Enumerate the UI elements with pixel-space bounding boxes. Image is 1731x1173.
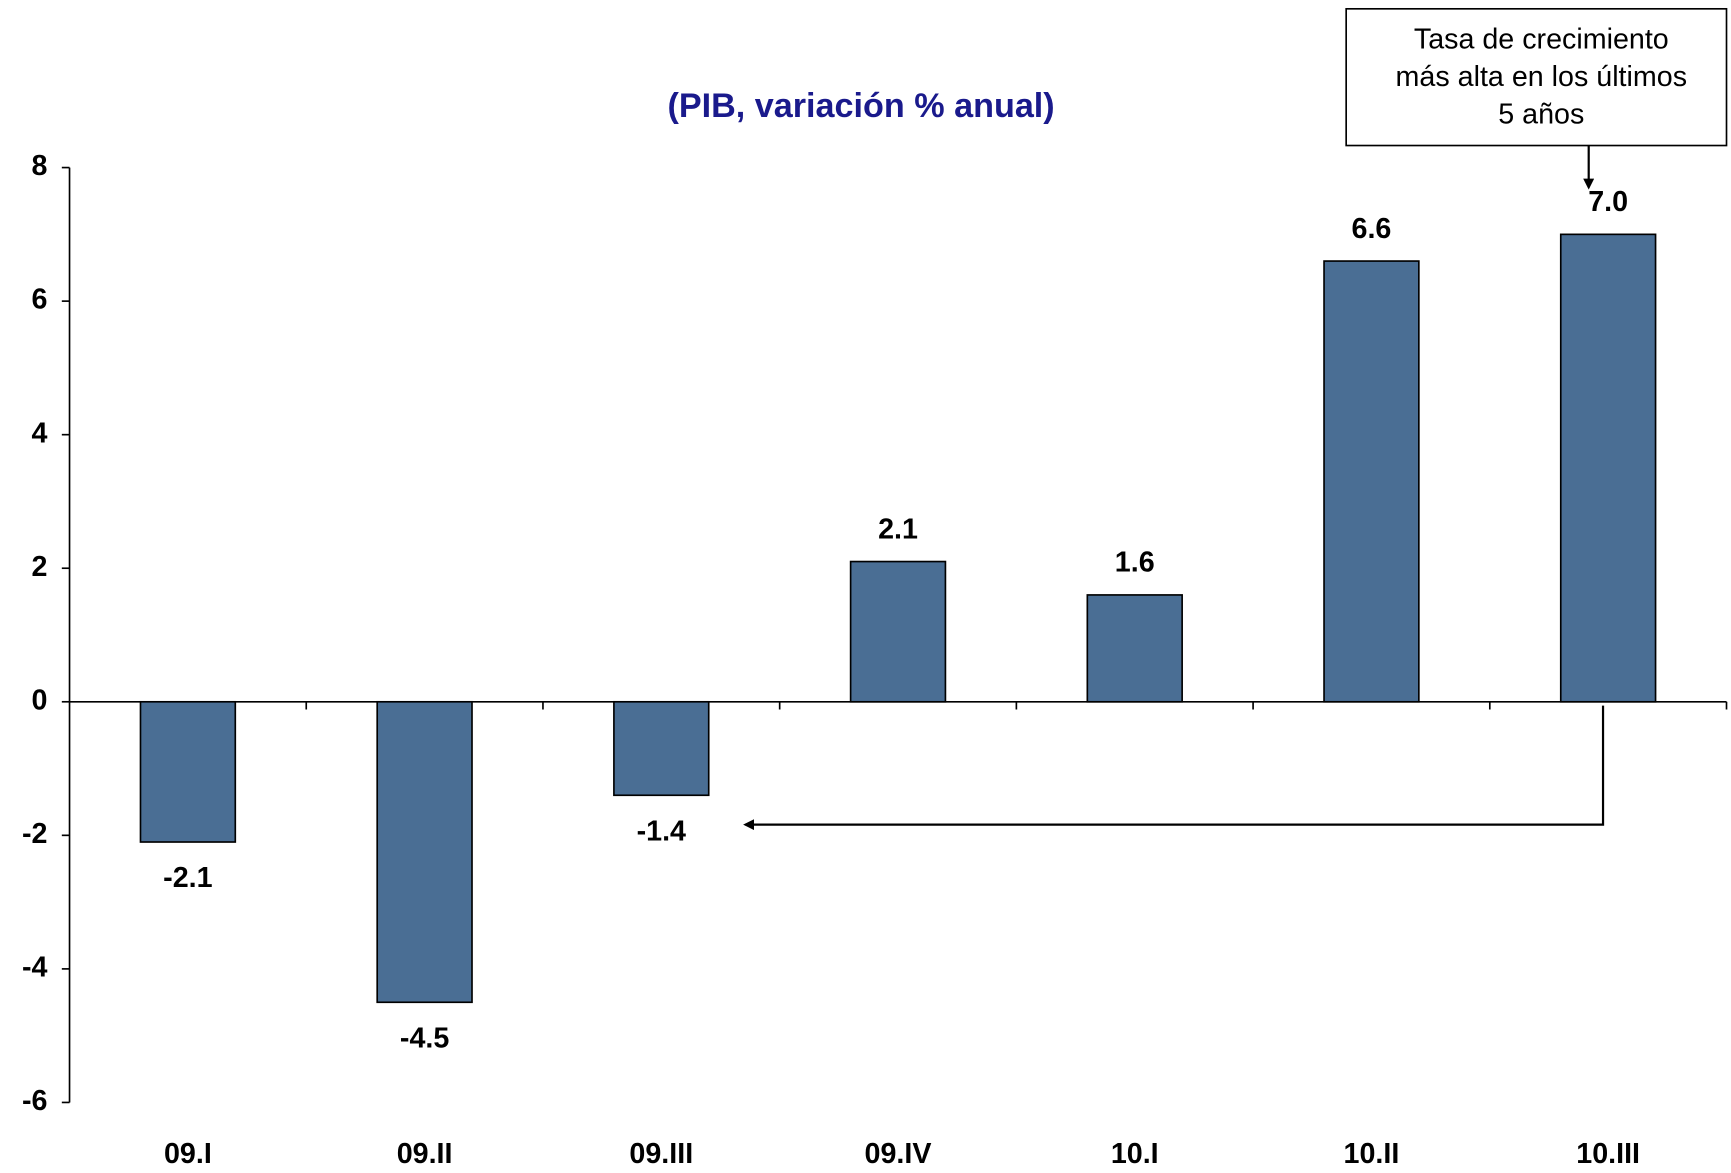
y-tick-label: -2 xyxy=(22,818,47,850)
x-tick-label: 09.IV xyxy=(865,1138,932,1170)
x-tick-label: 09.I xyxy=(164,1138,212,1170)
bar xyxy=(139,700,237,843)
value-label: 1.6 xyxy=(1115,547,1155,579)
bar xyxy=(1323,260,1420,703)
y-tick-label: -4 xyxy=(22,951,48,983)
annotation-text: más alta en los últimos xyxy=(1396,61,1687,93)
value-label: -2.1 xyxy=(163,862,212,894)
y-tick-label: 6 xyxy=(32,284,48,316)
y-tick-label: 2 xyxy=(32,551,48,583)
bar xyxy=(849,560,947,703)
y-tick-label: -6 xyxy=(22,1085,47,1117)
x-tick-label: 10.II xyxy=(1344,1138,1400,1170)
y-tick-label: 4 xyxy=(32,417,48,449)
x-tick-label: 10.I xyxy=(1111,1138,1159,1170)
annotation-box xyxy=(1345,7,1728,147)
bar xyxy=(613,700,710,797)
x-tick-label: 10.III xyxy=(1576,1138,1640,1170)
x-tick-label: 09.II xyxy=(397,1138,453,1170)
y-tick-label: 8 xyxy=(32,150,48,182)
value-label: 6.6 xyxy=(1352,213,1392,245)
y-tick-label: 0 xyxy=(32,684,48,716)
bar xyxy=(376,700,473,1004)
bar xyxy=(1086,594,1183,703)
value-label: -4.5 xyxy=(400,1022,449,1054)
chart-title: (PIB, variación % anual) xyxy=(667,87,1054,125)
annotation-text: 5 años xyxy=(1498,98,1584,130)
value-label: 7.0 xyxy=(1588,186,1628,218)
bar xyxy=(1559,233,1657,703)
x-tick-label: 09.III xyxy=(629,1138,693,1170)
annotation-text: Tasa de crecimiento xyxy=(1414,23,1669,55)
comparison-arrow xyxy=(743,705,1605,831)
value-label: -1.4 xyxy=(637,815,686,847)
value-label: 2.1 xyxy=(878,513,918,545)
